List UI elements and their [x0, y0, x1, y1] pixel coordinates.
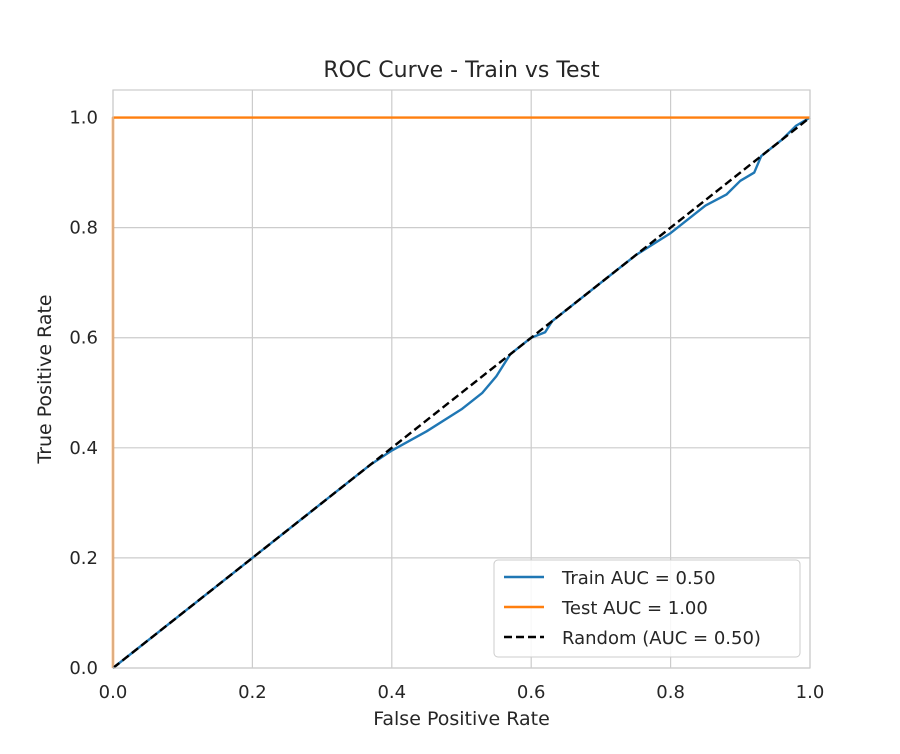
y-tick-label: 1.0 [69, 108, 98, 129]
y-tick-label: 0.2 [69, 548, 98, 569]
x-tick-label: 0.8 [656, 682, 685, 703]
x-axis-label: False Positive Rate [373, 708, 550, 730]
series-line-2 [112, 116, 811, 669]
y-tick-label: 0.0 [69, 658, 98, 679]
legend: Train AUC = 0.50 Test AUC = 1.00 Random (A… [493, 559, 801, 658]
plot-frame [112, 89, 811, 669]
y-tick-label: 0.6 [69, 328, 98, 349]
x-tick-label: 0.4 [377, 682, 406, 703]
y-axis-label: True Positive Rate [34, 294, 56, 464]
y-tick-label: 0.8 [69, 218, 98, 239]
x-tick-label: 0.0 [99, 682, 128, 703]
x-tick-label: 0.2 [238, 682, 267, 703]
chart-title: ROC Curve - Train vs Test [323, 58, 600, 83]
x-tick-label: 0.6 [517, 682, 546, 703]
y-tick-label: 0.4 [69, 438, 98, 459]
x-tick-label: 1.0 [796, 682, 825, 703]
legend-label-0: Train AUC = 0.50 [561, 568, 716, 589]
legend-label-2: Random (AUC = 0.50) [562, 628, 761, 649]
legend-box [493, 559, 801, 658]
legend-label-1: Test AUC = 1.00 [561, 598, 708, 619]
tick-labels: 0.0 0.2 0.4 0.6 0.8 1.0 0.0 0.2 0.4 0.6 0.8 1.0 [69, 108, 824, 703]
